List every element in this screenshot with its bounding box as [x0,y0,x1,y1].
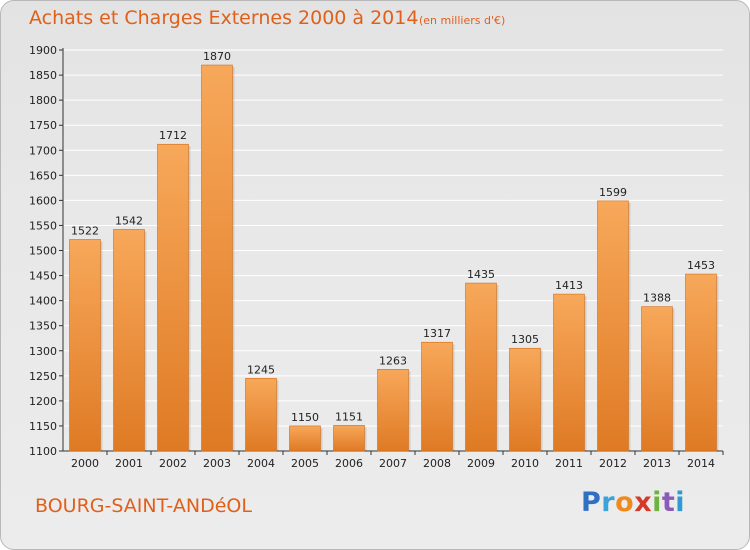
bar-value-label: 1245 [247,363,275,376]
bar-value-label: 1542 [115,214,143,227]
bar-value-label: 1870 [203,50,231,63]
chart-title: Achats et Charges Externes 2000 à 2014 [29,7,419,29]
chart-unit: (en milliers d'€) [419,14,506,27]
bar-2004 [245,378,277,452]
x-tick-label: 2012 [599,457,627,470]
bar-value-label: 1413 [555,279,583,292]
y-tick-label: 1250 [29,370,57,383]
logo-letter: i [652,487,662,518]
bar-value-label: 1305 [511,333,539,346]
bar-2009 [465,282,497,452]
bar-value-label: 1263 [379,354,407,367]
x-tick-label: 2014 [687,457,715,470]
bar-value-label: 1150 [291,411,319,424]
x-tick-label: 2000 [71,457,99,470]
bar-2013 [641,306,673,452]
bar-value-label: 1453 [687,259,715,272]
y-tick-label: 1600 [29,194,57,207]
bar-2012 [597,200,629,452]
x-tick-labels: 2000 2001 2002 2003 2004 2005 2006 2007 2008 2009… [71,457,715,470]
bar-2003 [201,64,233,452]
bar-value-label: 1151 [335,410,363,423]
bar-2006 [333,425,365,452]
bar-2011 [553,293,585,452]
y-tick-label: 1300 [29,345,57,358]
x-tick-label: 2002 [159,457,187,470]
bar-2007 [377,368,409,452]
logo-letter: i [675,487,686,518]
y-tick-label: 1350 [29,320,57,333]
bar-2008 [421,341,453,452]
bar-2002 [157,143,189,452]
x-tick-label: 2013 [643,457,671,470]
x-tick-label: 2010 [511,457,539,470]
bar-value-label: 1435 [467,268,495,281]
y-tick-label: 1450 [29,270,57,283]
x-tick-label: 2004 [247,457,275,470]
y-tick-label: 1850 [29,69,57,82]
y-tick-label: 1750 [29,119,57,132]
bar-value-label: 1317 [423,327,451,340]
bar-2005 [289,425,321,452]
bar-value-label: 1522 [71,224,99,237]
x-tick-label: 2005 [291,457,319,470]
y-tick-label: 1500 [29,245,57,258]
bar-value-label: 1712 [159,129,187,142]
logo-letter: t [661,487,676,518]
bar-2014 [685,273,717,452]
logo-letter: x [634,487,653,518]
x-tick-label: 2008 [423,457,451,470]
y-tick-label: 1200 [29,395,57,408]
y-tick-label: 1700 [29,144,57,157]
y-tick-label: 1100 [29,445,57,458]
bar-value-label: 1599 [599,186,627,199]
y-tick-label: 1150 [29,420,57,433]
y-tick-label: 1650 [29,169,57,182]
y-tick-label: 1400 [29,295,57,308]
bar-labels: 1522 1542 1712 1870 1245 1150 1151 1263 1317 1435… [71,50,715,424]
x-tick-label: 2011 [555,457,583,470]
x-tick-label: 2003 [203,457,231,470]
bar-2001 [113,229,145,452]
x-tick-label: 2009 [467,457,495,470]
x-tick-label: 2006 [335,457,363,470]
logo-letter: P [581,487,602,518]
y-tick-label: 1800 [29,94,57,107]
bar-value-label: 1388 [643,292,671,305]
bar-2010 [509,347,541,452]
x-tick-label: 2007 [379,457,407,470]
commune-name: BOURG-SAINT-ANDéOL [35,495,252,517]
logo-letter: r [601,487,616,518]
proxiti-logo: Proxiti [581,487,685,518]
x-tick-label: 2001 [115,457,143,470]
y-tick-labels: 1100 1150 1200 1250 1300 1350 1400 1450 1500 1550… [29,44,57,458]
logo-letter: o [615,487,635,518]
y-tick-label: 1550 [29,219,57,232]
bars [69,64,719,452]
y-tick-label: 1900 [29,44,57,57]
bar-2000 [69,239,101,452]
